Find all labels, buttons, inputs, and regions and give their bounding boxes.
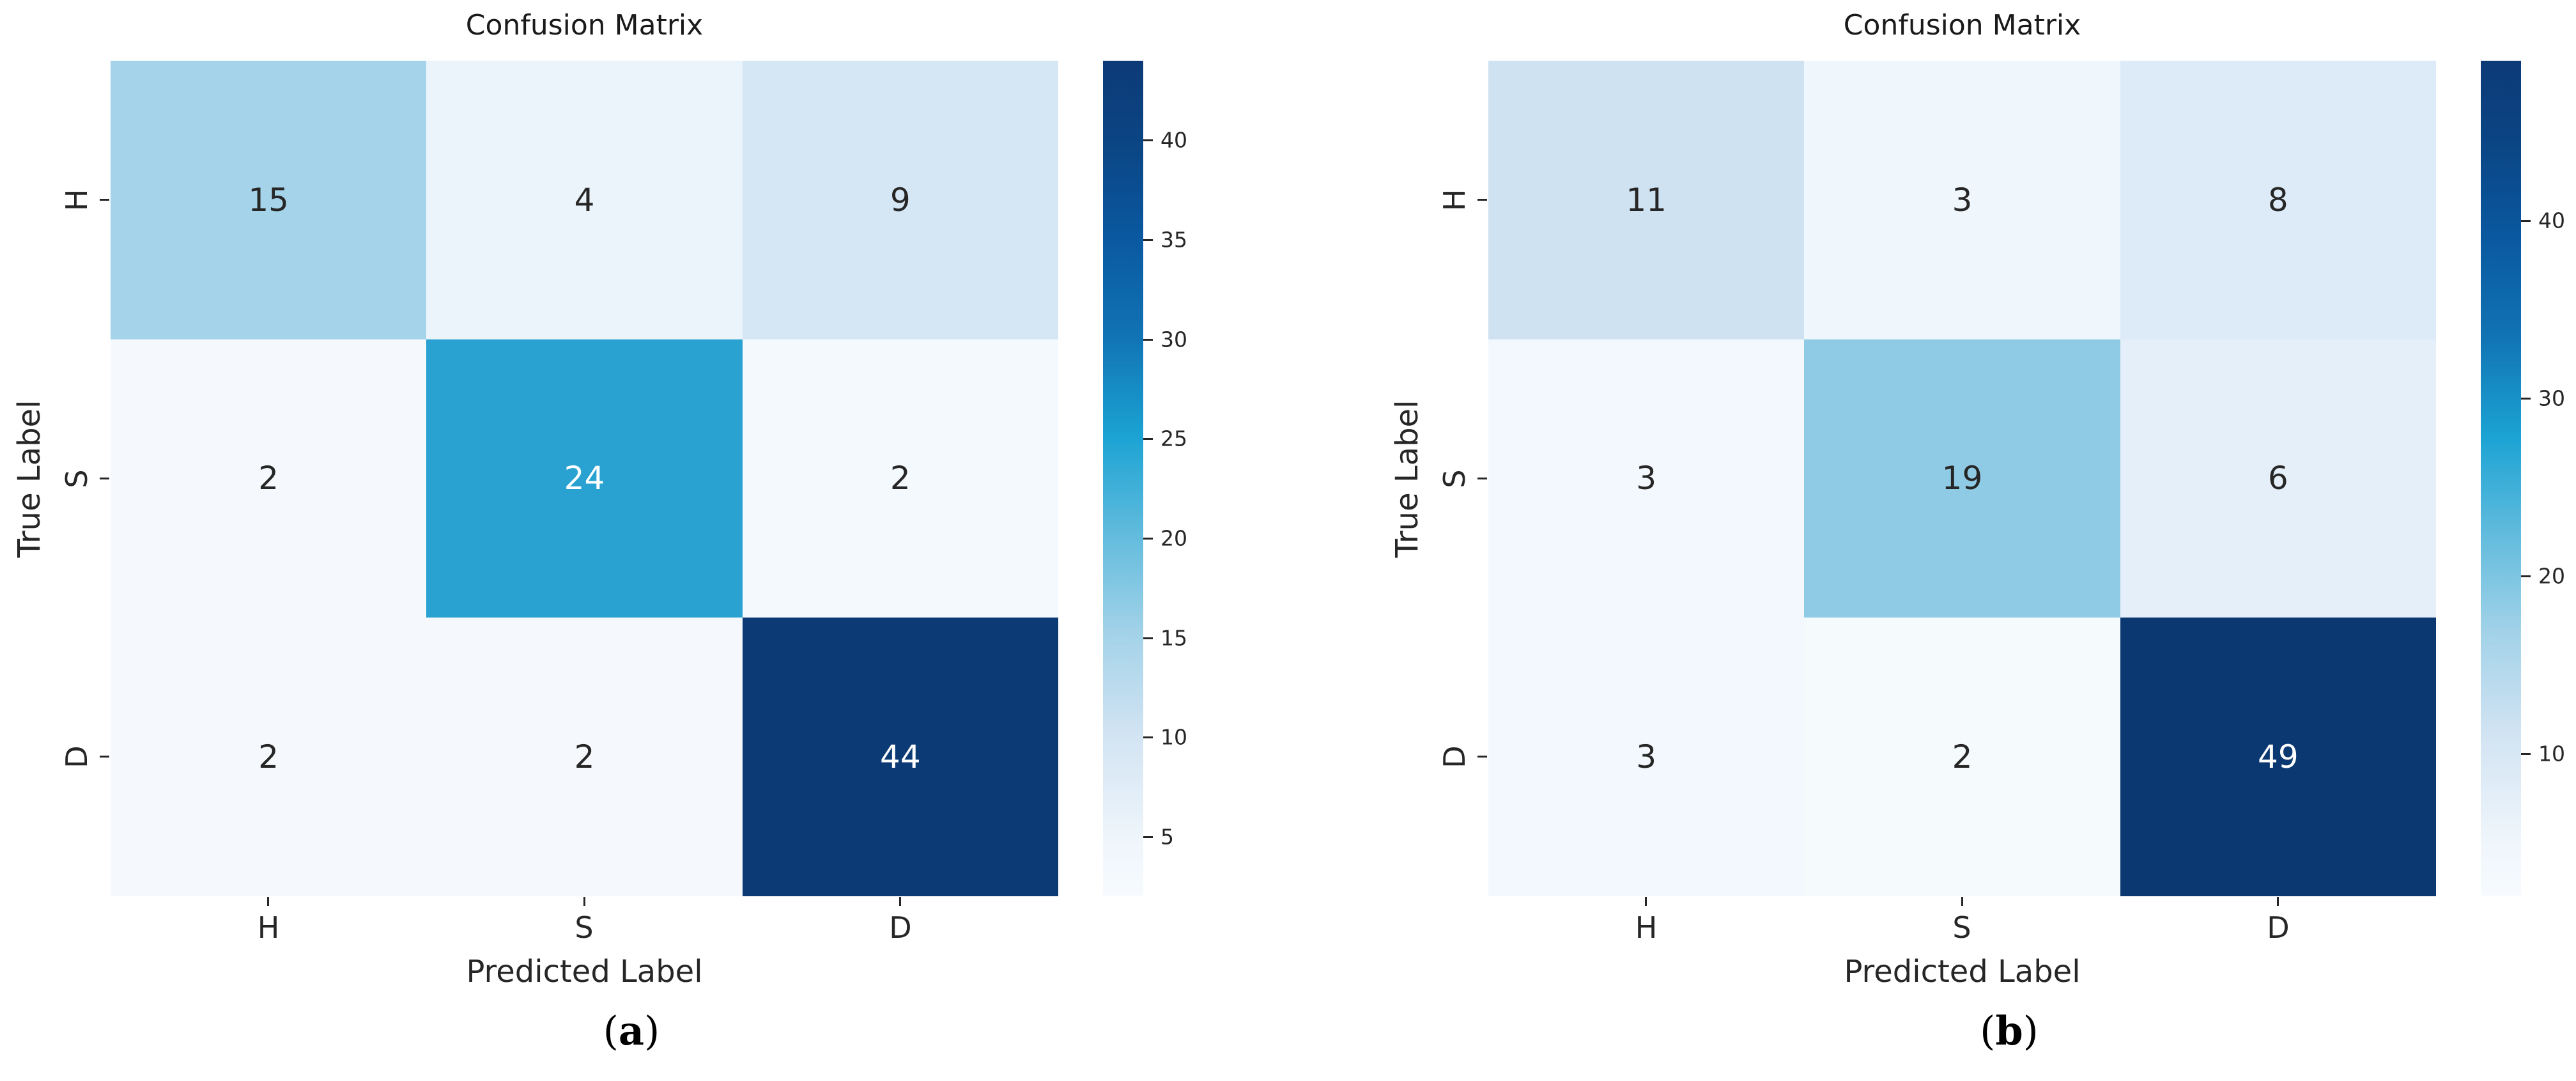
matrix-cell: 2	[426, 618, 743, 896]
y-tick-label: S	[1437, 469, 1472, 488]
colorbar-tick-label: 40	[2538, 208, 2565, 233]
colorbar-tick-mark	[1143, 538, 1153, 540]
matrix-cell: 2	[111, 618, 427, 896]
chart-title: Confusion Matrix	[1843, 9, 2081, 42]
colorbar-tick-mark	[1143, 438, 1153, 440]
colorbar-tick-label: 35	[1161, 227, 1187, 253]
subfigure-caption-b: (b)	[1980, 1007, 2039, 1054]
colorbar-tick-label: 20	[1161, 525, 1187, 551]
colorbar-tick-mark	[2521, 753, 2531, 755]
matrix-cell: 4	[426, 61, 743, 339]
y-tick-mark	[100, 756, 109, 758]
colorbar-tick-label: 10	[1161, 724, 1187, 750]
confusion-matrix-b: 11 3 8 3 19 6 3 2 49	[1488, 61, 2436, 896]
colorbar-tick-label: 40	[1161, 127, 1187, 153]
matrix-cell: 2	[1804, 618, 2120, 896]
x-tick-label: D	[2267, 910, 2290, 945]
y-tick-label: D	[1437, 745, 1472, 768]
colorbar-tick-label: 30	[1161, 327, 1187, 352]
caption-letter: a	[618, 1007, 645, 1054]
x-tick-label: H	[1635, 910, 1658, 945]
panel-a: Confusion Matrix 15 4 9 2 24 2 2 2 44 H …	[12, 9, 1187, 1054]
caption-letter: b	[1995, 1007, 2023, 1054]
x-tick-mark	[583, 897, 585, 906]
colorbar-tick-mark	[1143, 339, 1153, 341]
x-tick-mark	[2277, 897, 2279, 906]
matrix-cell: 3	[1804, 61, 2120, 339]
matrix-cell: 49	[2120, 618, 2436, 896]
colorbar-tick-mark	[1143, 736, 1153, 738]
matrix-cell: 3	[1488, 339, 1805, 618]
colorbar-tick-label: 10	[2538, 741, 2565, 766]
colorbar-tick-mark	[1143, 637, 1153, 639]
colorbar-tick-mark	[2521, 220, 2531, 222]
matrix-cell: 2	[111, 339, 427, 618]
x-tick-label: H	[257, 910, 280, 945]
colorbar-tick-label: 5	[1161, 824, 1174, 850]
colorbar-tick-label: 20	[2538, 563, 2565, 589]
y-tick-label: H	[1437, 189, 1472, 212]
matrix-cell: 44	[742, 618, 1058, 896]
panel-b: Confusion Matrix 11 3 8 3 19 6 3 2 49 H …	[1378, 0, 2576, 1081]
x-tick-label: S	[575, 910, 594, 945]
matrix-cell: 24	[426, 339, 743, 618]
colorbar-tick-mark	[1143, 239, 1153, 241]
matrix-cell: 6	[2120, 339, 2436, 618]
colorbar-tick-mark	[1143, 836, 1153, 838]
colorbar	[1103, 61, 1143, 896]
x-tick-mark	[1645, 897, 1647, 906]
matrix-cell: 11	[1488, 61, 1805, 339]
matrix-cell: 3	[1488, 618, 1805, 896]
y-tick-mark	[1477, 199, 1487, 201]
matrix-cell: 19	[1804, 339, 2120, 618]
x-axis-label: Predicted Label	[466, 954, 703, 990]
y-axis-label: True Label	[1389, 400, 1425, 558]
colorbar-tick-mark	[2521, 398, 2531, 400]
colorbar-tick-label: 25	[1161, 426, 1187, 451]
colorbar-tick-mark	[2521, 575, 2531, 577]
confusion-matrix-a: 15 4 9 2 24 2 2 2 44	[111, 61, 1058, 896]
subfigure-caption-a: (a)	[603, 1007, 660, 1054]
y-tick-mark	[1477, 756, 1487, 758]
matrix-cell: 2	[742, 339, 1058, 618]
x-tick-mark	[1961, 897, 1963, 906]
matrix-cell: 8	[2120, 61, 2436, 339]
x-tick-mark	[267, 897, 269, 906]
chart-title: Confusion Matrix	[465, 9, 704, 42]
matrix-cell: 15	[111, 61, 427, 339]
y-tick-mark	[1477, 478, 1487, 479]
colorbar-tick-label: 30	[2538, 385, 2565, 411]
y-tick-label: D	[59, 745, 94, 768]
y-tick-label: S	[59, 469, 94, 488]
x-tick-label: D	[889, 910, 912, 945]
y-tick-mark	[100, 478, 109, 479]
matrix-cell: 9	[742, 61, 1058, 339]
colorbar-tick-mark	[1143, 139, 1153, 141]
y-tick-mark	[100, 199, 109, 201]
y-tick-label: H	[59, 189, 94, 212]
y-axis-label: True Label	[12, 400, 47, 558]
colorbar	[2481, 61, 2521, 896]
x-axis-label: Predicted Label	[1844, 954, 2081, 990]
x-tick-mark	[899, 897, 901, 906]
x-tick-label: S	[1952, 910, 1971, 945]
colorbar-tick-label: 15	[1161, 625, 1187, 651]
